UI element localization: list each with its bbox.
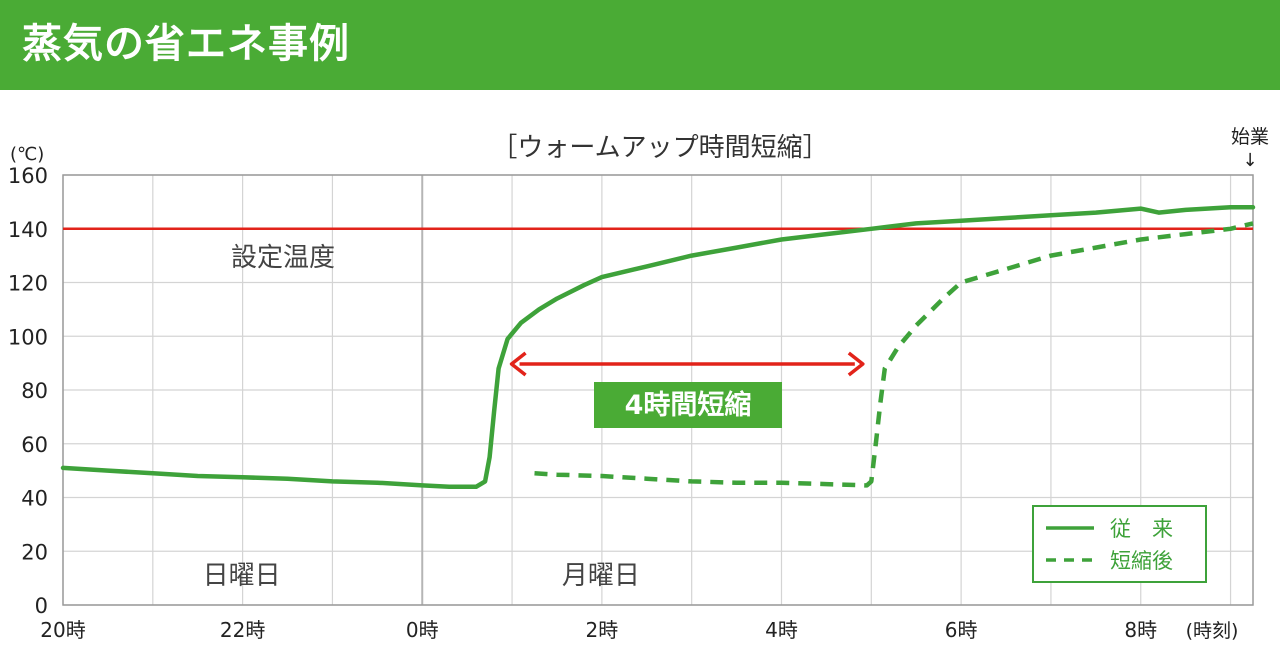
plot-frame (62, 174, 1254, 606)
x-tick-label: 22時 (220, 618, 265, 642)
legend-label: 従 来 (1110, 517, 1173, 541)
y-tick-label: 140 (8, 218, 48, 242)
series-layer (60, 205, 1256, 490)
day-label: 日曜日 (203, 561, 281, 591)
x-tick-label: 2時 (586, 618, 619, 642)
x-tick-label: 0時 (406, 618, 439, 642)
header-banner: 蒸気の省エネ事例 (0, 0, 1280, 90)
x-tick-label: 6時 (945, 618, 978, 642)
y-tick-label: 80 (21, 379, 48, 403)
x-tick-label: 20時 (40, 618, 85, 642)
y-tick-label: 120 (8, 272, 48, 296)
day-label: 月曜日 (562, 561, 640, 591)
label-layer: 0 20 40 60 80 100 120 140 160 20時 22時 0時 2時 4時 6時 8時 (時刻… (8, 126, 1269, 642)
y-tick-label: 160 (8, 164, 48, 188)
y-tick-label: 20 (21, 540, 48, 564)
start-marker-label: 始業 (1231, 126, 1269, 148)
page-title: 蒸気の省エネ事例 (22, 21, 350, 67)
shortening-label: 4時間短縮 (625, 389, 752, 421)
y-unit-label: (℃) (10, 144, 44, 165)
legend-box (1032, 505, 1207, 583)
shortening-label-box (594, 382, 782, 428)
y-tick-label: 40 (21, 487, 48, 511)
setpoint-label: 設定温度 (231, 243, 335, 273)
y-tick-label: 60 (21, 433, 48, 457)
series-line-conventional (60, 205, 1256, 490)
chart-title: ［ウォームアップ時間短縮］ (491, 133, 828, 163)
y-tick-label: 100 (8, 325, 48, 349)
y-tick-label: 0 (35, 594, 48, 618)
x-unit-label: (時刻) (1186, 620, 1239, 642)
start-marker-arrow: ↓ (1242, 150, 1257, 171)
x-tick-label: 4時 (765, 618, 798, 642)
reference-layer (63, 227, 1253, 377)
legend-label: 短縮後 (1110, 549, 1173, 573)
shortening-arrow-right-head (847, 351, 865, 377)
x-tick-label: 8時 (1124, 618, 1157, 642)
series-line-shortened (534, 221, 1254, 488)
shortening-arrow-left-head (509, 351, 527, 377)
